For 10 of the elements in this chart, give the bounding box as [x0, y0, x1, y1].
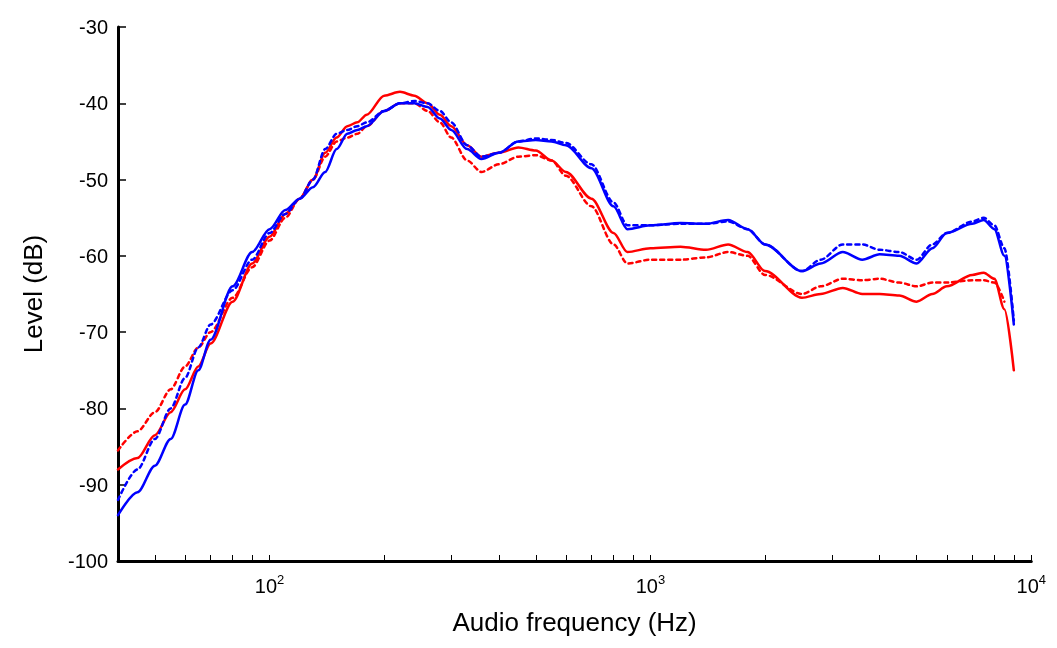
y-tick-label: -50: [79, 168, 108, 191]
y-tick-label: -100: [67, 550, 108, 572]
y-tick-label: -80: [79, 397, 108, 420]
y-tick-label: -90: [79, 473, 108, 496]
x-axis-title: Audio frequency (Hz): [452, 607, 697, 637]
y-tick-label: -30: [79, 16, 108, 38]
y-axis-title: Level (dB): [18, 234, 48, 354]
y-tick-label: -60: [79, 244, 108, 267]
y-tick-label: -40: [79, 92, 108, 115]
y-tick-label: -70: [79, 321, 108, 344]
